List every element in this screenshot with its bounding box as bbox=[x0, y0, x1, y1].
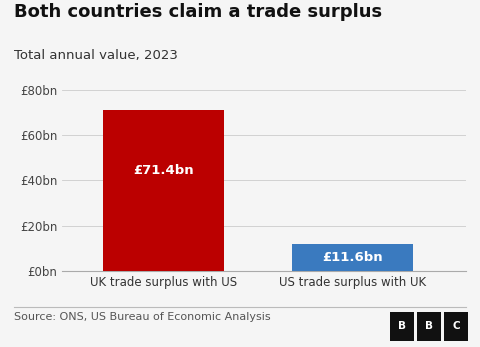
Text: Total annual value, 2023: Total annual value, 2023 bbox=[14, 49, 178, 61]
Text: Source: ONS, US Bureau of Economic Analysis: Source: ONS, US Bureau of Economic Analy… bbox=[14, 312, 271, 322]
FancyBboxPatch shape bbox=[444, 312, 468, 341]
Text: £71.4bn: £71.4bn bbox=[133, 164, 193, 177]
Bar bbox=[292, 245, 413, 271]
FancyBboxPatch shape bbox=[417, 312, 441, 341]
Text: Both countries claim a trade surplus: Both countries claim a trade surplus bbox=[14, 3, 383, 22]
Text: B: B bbox=[425, 321, 433, 331]
FancyBboxPatch shape bbox=[390, 312, 414, 341]
Text: B: B bbox=[398, 321, 406, 331]
Bar bbox=[103, 110, 224, 271]
Text: £11.6bn: £11.6bn bbox=[323, 251, 383, 264]
Text: C: C bbox=[453, 321, 460, 331]
